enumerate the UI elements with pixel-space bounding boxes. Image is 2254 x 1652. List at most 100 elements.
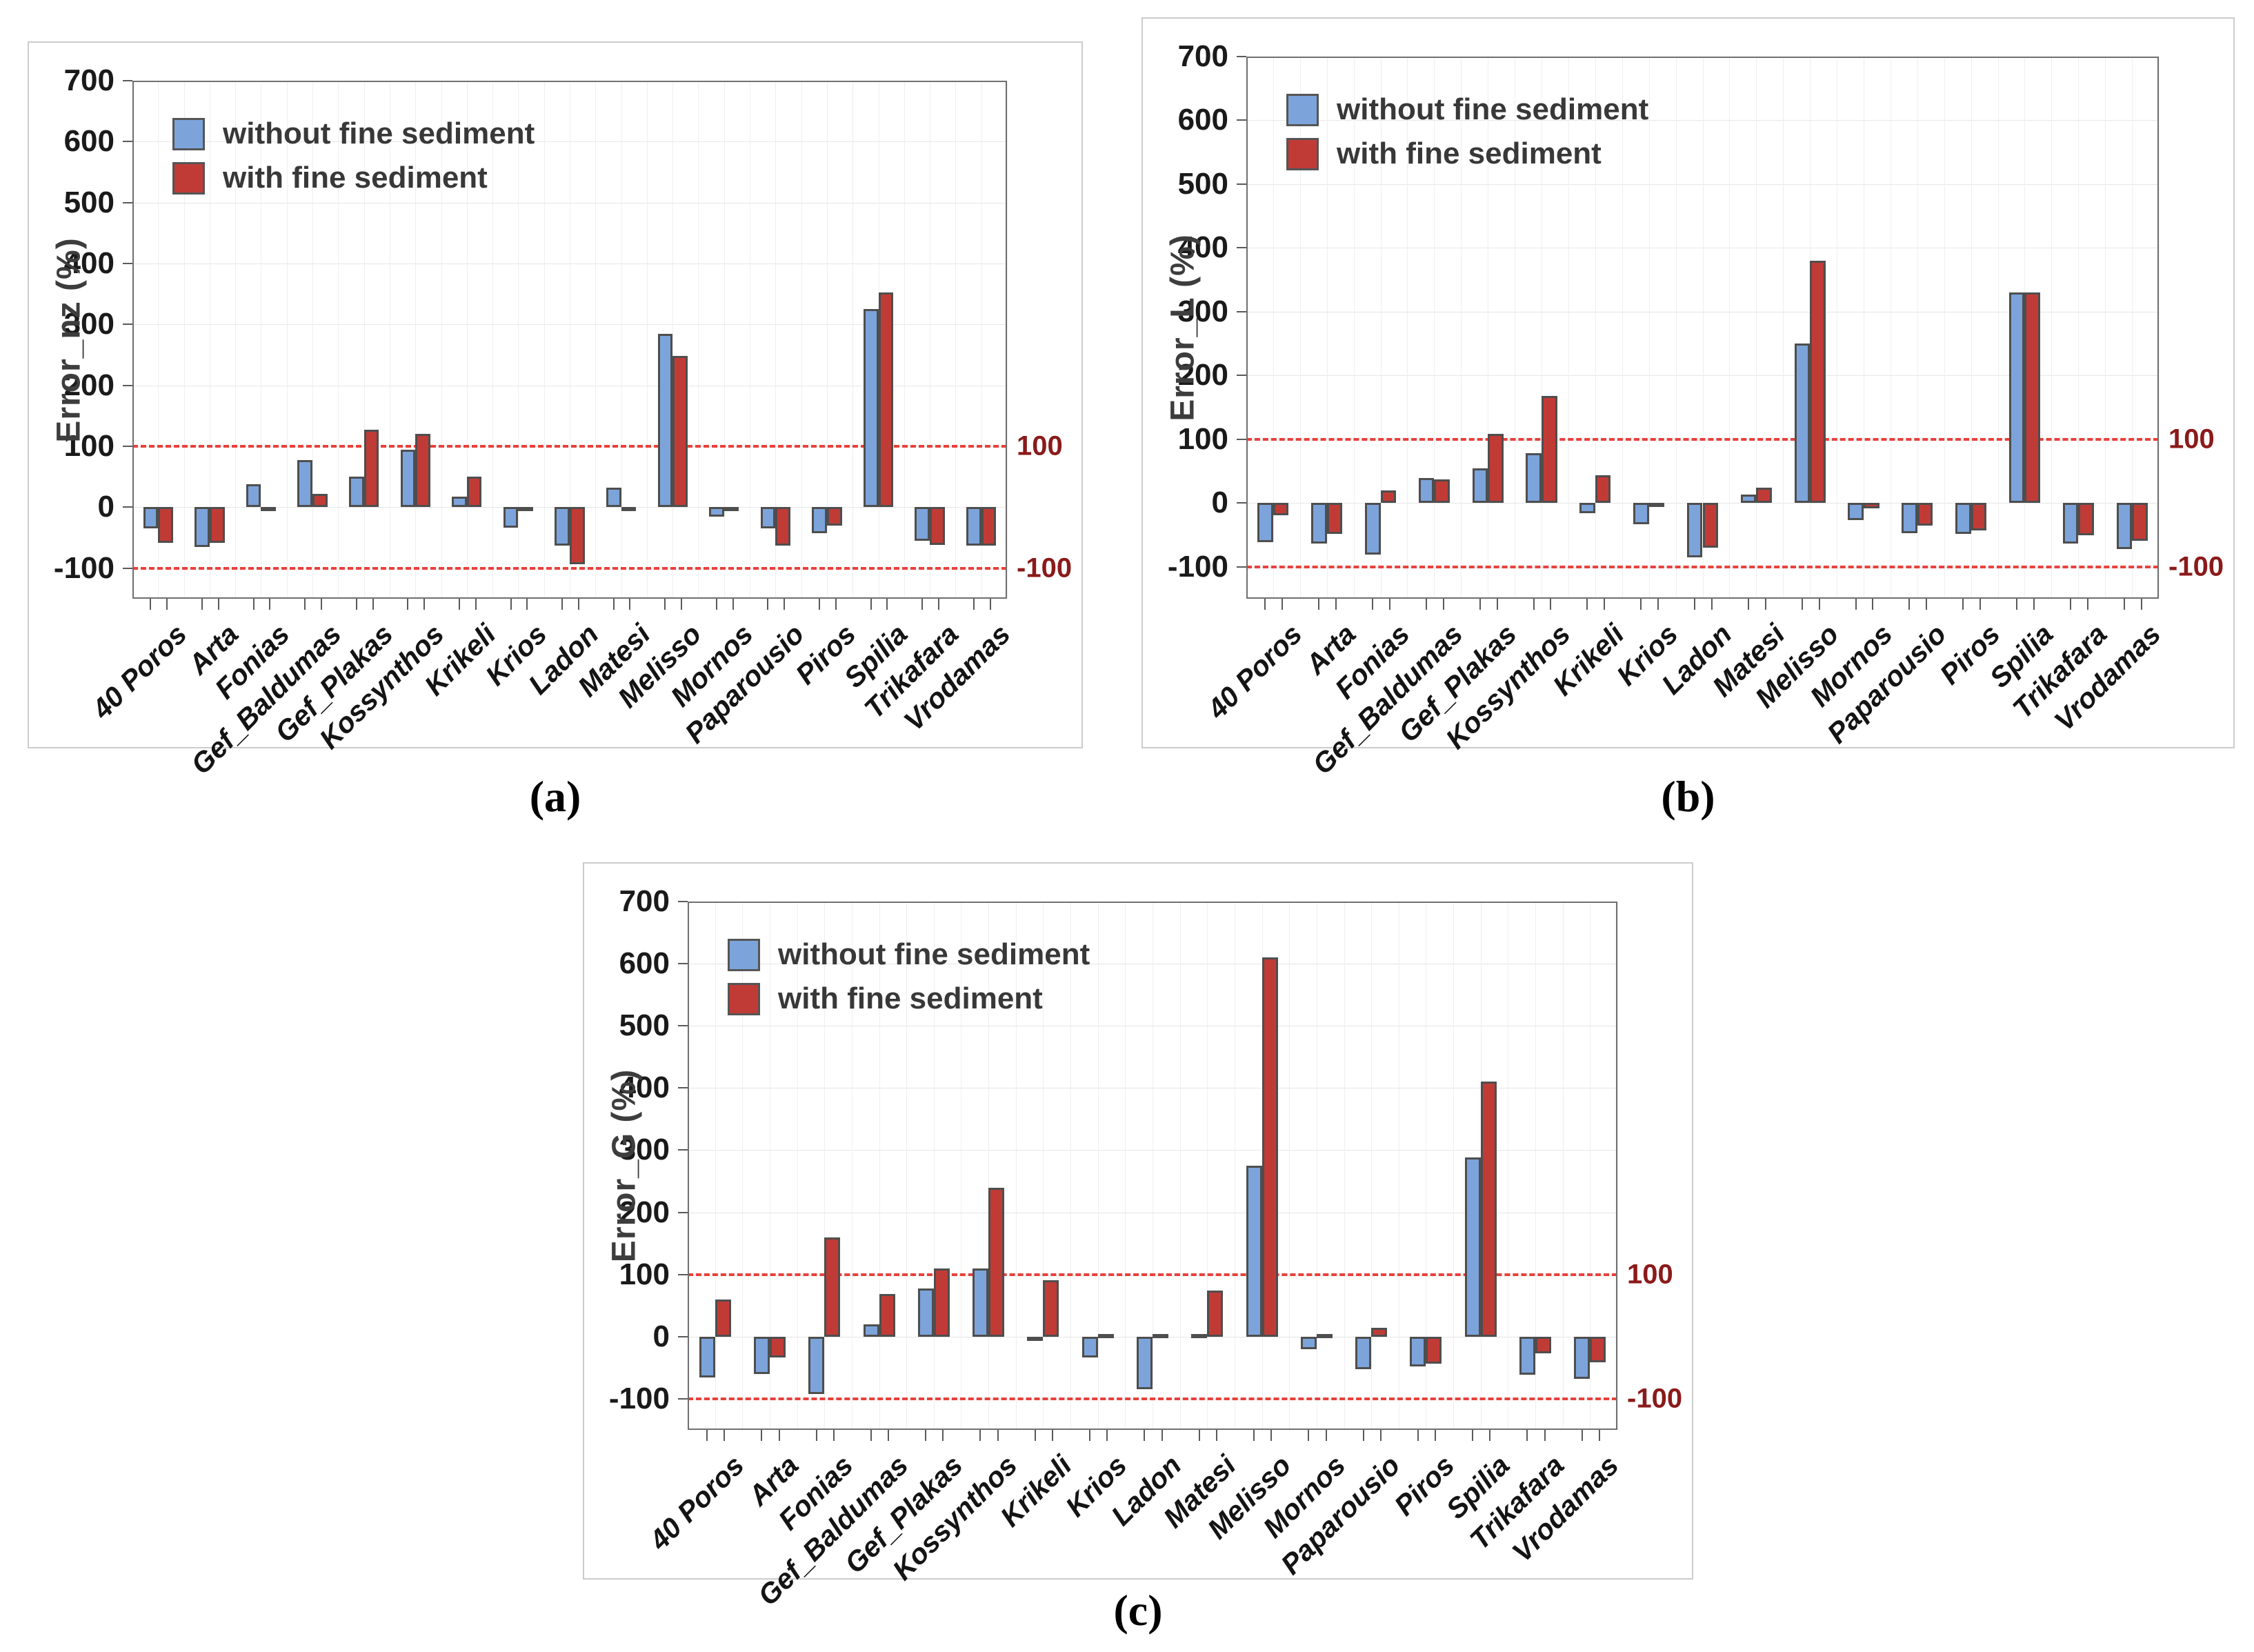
v-gridline xyxy=(1299,57,1301,599)
x-tick-mark xyxy=(217,599,219,610)
x-tick-mark xyxy=(510,599,512,610)
legend-label: with fine sediment xyxy=(778,982,1043,1015)
x-tick-mark xyxy=(784,599,786,610)
bar-without-Gef-Plakas xyxy=(917,1288,934,1337)
x-tick-mark xyxy=(732,599,734,610)
legend-item: without fine sediment xyxy=(172,117,535,151)
bar-with-Mornos xyxy=(1316,1333,1333,1338)
bar-with-Gef-Plakas xyxy=(363,430,379,508)
reference-line-label: 100 xyxy=(2168,424,2215,455)
v-gridline xyxy=(2105,57,2106,599)
bar-with-Kossynthos xyxy=(1542,395,1557,504)
v-gridline xyxy=(132,81,133,599)
x-tick-mark xyxy=(1362,1430,1364,1441)
bar-with-Matesi xyxy=(1756,488,1772,504)
y-tick-label: 0 xyxy=(97,490,114,524)
x-tick-mark xyxy=(1479,599,1481,610)
x-tick-mark xyxy=(2140,599,2142,610)
y-tick-mark xyxy=(1237,375,1246,377)
v-gridline xyxy=(1179,902,1181,1430)
x-tick-mark xyxy=(1417,1430,1419,1441)
v-gridline xyxy=(492,81,494,599)
x-tick-mark xyxy=(577,599,579,610)
x-tick-mark xyxy=(942,1430,944,1441)
x-tick-mark xyxy=(1253,1430,1255,1441)
v-gridline xyxy=(1729,57,1731,599)
x-tick-mark xyxy=(1472,1430,1474,1441)
x-tick-mark xyxy=(1640,599,1642,610)
reference-line-label: -100 xyxy=(2168,551,2224,582)
x-tick-mark xyxy=(870,1430,872,1441)
bar-with-Vrodamas xyxy=(1590,1336,1606,1362)
x-tick-mark xyxy=(997,1430,999,1441)
x-tick-mark xyxy=(724,1430,726,1441)
v-gridline xyxy=(801,81,802,599)
bar-with-Mornos xyxy=(1863,503,1879,508)
x-tick-mark xyxy=(1379,1430,1382,1441)
bar-with-Gef-Baldumas xyxy=(312,494,328,508)
bar-with-Krios xyxy=(1648,503,1665,508)
x-tick-mark xyxy=(1281,599,1284,610)
y-tick-mark xyxy=(1237,438,1246,440)
bar-without-Kossynthos xyxy=(1526,453,1542,504)
x-tick-mark xyxy=(561,599,564,610)
v-gridline xyxy=(1622,57,1623,599)
bar-with-Trikafara xyxy=(930,507,945,546)
v-gridline xyxy=(1461,57,1462,599)
v-gridline xyxy=(1997,57,1999,599)
x-tick-mark xyxy=(1526,1430,1528,1441)
bar-without-Trikafara xyxy=(1519,1336,1536,1375)
x-tick-mark xyxy=(664,599,666,610)
x-tick-mark xyxy=(1747,599,1749,610)
v-gridline xyxy=(286,81,288,599)
v-gridline xyxy=(1595,57,1596,599)
bar-without-Gef-Baldumas xyxy=(1418,478,1435,504)
x-tick-mark xyxy=(1325,1430,1327,1441)
x-tick-mark xyxy=(407,599,409,610)
x-tick-mark xyxy=(1496,599,1498,610)
v-gridline xyxy=(415,81,417,599)
x-tick-mark xyxy=(1657,599,1659,610)
y-tick-mark xyxy=(123,506,132,508)
y-tick-label: 300 xyxy=(619,1133,670,1167)
bar-without-Matesi xyxy=(606,488,621,508)
bar-without-Paparousio xyxy=(1355,1336,1372,1369)
x-tick-mark xyxy=(870,599,872,610)
y-tick-label: -100 xyxy=(1167,549,1228,584)
bar-with-Matesi xyxy=(621,507,637,512)
y-tick-mark xyxy=(1237,310,1246,312)
x-tick-mark xyxy=(921,599,924,610)
v-gridline xyxy=(1702,57,1704,599)
x-tick-mark xyxy=(1435,1430,1437,1441)
chart-panel-error-nz: 100 -100 700 600 500 400 300 200 100 0 -100 40 Poro… xyxy=(28,41,1083,781)
x-tick-mark xyxy=(886,599,888,610)
y-axis-title: Error_L (%) xyxy=(1164,234,1201,421)
v-gridline xyxy=(1756,57,1757,599)
v-gridline xyxy=(1070,902,1072,1430)
x-tick-mark xyxy=(1270,1430,1273,1441)
v-gridline xyxy=(1568,57,1569,599)
legend-item: with fine sediment xyxy=(172,161,535,195)
bar-with-Spilia xyxy=(1480,1082,1497,1337)
y-tick-label: 100 xyxy=(1177,421,1228,456)
x-tick-mark xyxy=(201,599,203,610)
x-tick-mark xyxy=(1372,599,1374,610)
bar-without-Kossynthos xyxy=(973,1268,989,1337)
y-tick-label: 100 xyxy=(63,429,114,464)
bar-with-Krikeli xyxy=(466,477,482,508)
bar-without-Vrodamas xyxy=(1574,1336,1590,1380)
y-tick-mark xyxy=(678,1397,688,1400)
v-gridline xyxy=(646,81,648,599)
v-gridline xyxy=(1007,81,1008,599)
x-tick-mark xyxy=(888,1430,890,1441)
y-tick-label: 300 xyxy=(1177,294,1228,328)
v-gridline xyxy=(621,81,622,599)
x-tick-mark xyxy=(1855,599,1857,610)
bar-without-Piros xyxy=(812,507,827,533)
bar-without-Krikeli xyxy=(1027,1336,1044,1341)
v-gridline xyxy=(852,81,854,599)
v-gridline xyxy=(441,81,442,599)
legend-label: with fine sediment xyxy=(1337,137,1602,170)
x-tick-mark xyxy=(2069,599,2071,610)
legend-label: without fine sediment xyxy=(223,117,535,150)
